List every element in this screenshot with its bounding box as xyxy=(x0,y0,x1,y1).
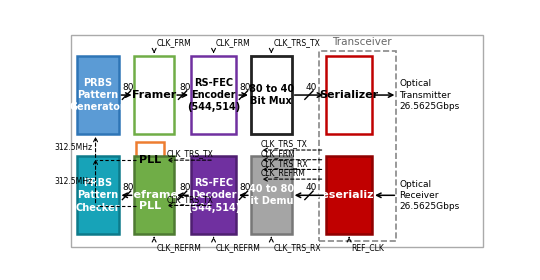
Text: CLK_FRM: CLK_FRM xyxy=(216,39,251,48)
Text: 312.5MHz: 312.5MHz xyxy=(54,176,92,186)
Text: 40: 40 xyxy=(306,83,317,92)
Text: 40 to 80
Bit Demux: 40 to 80 Bit Demux xyxy=(243,184,300,207)
Text: CLK_TRS_RX: CLK_TRS_RX xyxy=(274,243,321,252)
Text: 80: 80 xyxy=(240,183,251,192)
Text: Framer: Framer xyxy=(132,90,177,100)
FancyBboxPatch shape xyxy=(134,56,174,134)
Text: RS-FEC
Encoder
(544,514): RS-FEC Encoder (544,514) xyxy=(187,78,240,113)
Text: CLK_TRS_RX: CLK_TRS_RX xyxy=(260,159,308,168)
Text: 80 to 40
Bit Mux: 80 to 40 Bit Mux xyxy=(249,84,294,106)
FancyBboxPatch shape xyxy=(136,188,164,223)
Text: CLK_FRM: CLK_FRM xyxy=(260,149,295,158)
Text: CLK_TRS_TX: CLK_TRS_TX xyxy=(274,39,321,48)
Text: CLK_FRM: CLK_FRM xyxy=(157,39,191,48)
FancyBboxPatch shape xyxy=(326,157,372,234)
Text: Reframer: Reframer xyxy=(125,190,184,200)
Text: PRBS
Pattern
Generator: PRBS Pattern Generator xyxy=(70,78,125,113)
Text: PLL: PLL xyxy=(139,200,161,211)
Text: Optical
Transmitter
26.5625Gbps: Optical Transmitter 26.5625Gbps xyxy=(400,80,460,111)
Text: 40: 40 xyxy=(306,183,317,192)
FancyBboxPatch shape xyxy=(77,157,119,234)
Text: CLK_TRS_TX: CLK_TRS_TX xyxy=(260,139,307,148)
FancyBboxPatch shape xyxy=(251,56,292,134)
FancyBboxPatch shape xyxy=(191,56,236,134)
FancyBboxPatch shape xyxy=(136,143,164,178)
Text: 80: 80 xyxy=(123,183,134,192)
Text: Serializer: Serializer xyxy=(320,90,379,100)
Text: 80: 80 xyxy=(123,83,134,92)
Text: 80: 80 xyxy=(179,183,191,192)
FancyBboxPatch shape xyxy=(77,56,119,134)
Text: Transceiver: Transceiver xyxy=(332,36,392,46)
FancyBboxPatch shape xyxy=(191,157,236,234)
Text: 80: 80 xyxy=(179,83,191,92)
Text: CLK_REFRM: CLK_REFRM xyxy=(260,168,305,178)
FancyBboxPatch shape xyxy=(251,157,292,234)
Text: REF_CLK: REF_CLK xyxy=(352,243,384,252)
Text: CLK_TRS_TX: CLK_TRS_TX xyxy=(166,150,213,158)
Text: 80: 80 xyxy=(240,83,251,92)
Text: CLK_REFRM: CLK_REFRM xyxy=(216,243,261,252)
Text: CLK_REFRM: CLK_REFRM xyxy=(157,243,201,252)
Text: PLL: PLL xyxy=(139,155,161,165)
FancyBboxPatch shape xyxy=(71,35,483,248)
FancyBboxPatch shape xyxy=(326,56,372,134)
Text: CLK_TRS_TX: CLK_TRS_TX xyxy=(166,195,213,204)
Text: Deserializer: Deserializer xyxy=(312,190,387,200)
Text: RS-FEC
Decoder
(544,514): RS-FEC Decoder (544,514) xyxy=(187,178,240,213)
Text: 312.5MHz: 312.5MHz xyxy=(54,143,92,151)
Text: PRBS
Pattern
Checker: PRBS Pattern Checker xyxy=(76,178,120,213)
Text: Optical
Receiver
26.5625Gbps: Optical Receiver 26.5625Gbps xyxy=(400,180,460,211)
FancyBboxPatch shape xyxy=(134,157,174,234)
